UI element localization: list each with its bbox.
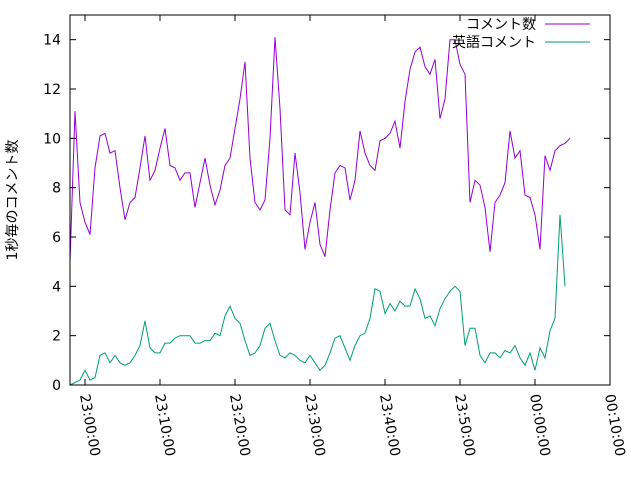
y-tick-label: 10	[43, 131, 61, 147]
y-tick-label: 6	[52, 230, 61, 246]
y-tick-label: 4	[52, 279, 61, 295]
y-axis-title: 1秒毎のコメント数	[5, 140, 21, 261]
y-tick-label: 0	[52, 378, 61, 394]
y-tick-label: 14	[43, 33, 61, 49]
y-tick-label: 8	[52, 181, 61, 197]
series-line-1	[69, 37, 571, 262]
legend-label: コメント数	[466, 17, 536, 33]
legend-label: 英語コメント	[452, 34, 536, 51]
series-line-2	[69, 214, 566, 386]
series-layer	[69, 37, 571, 386]
y-tick-label: 2	[52, 329, 61, 345]
y-tick-label: 12	[43, 82, 61, 98]
plot-frame	[69, 14, 611, 386]
